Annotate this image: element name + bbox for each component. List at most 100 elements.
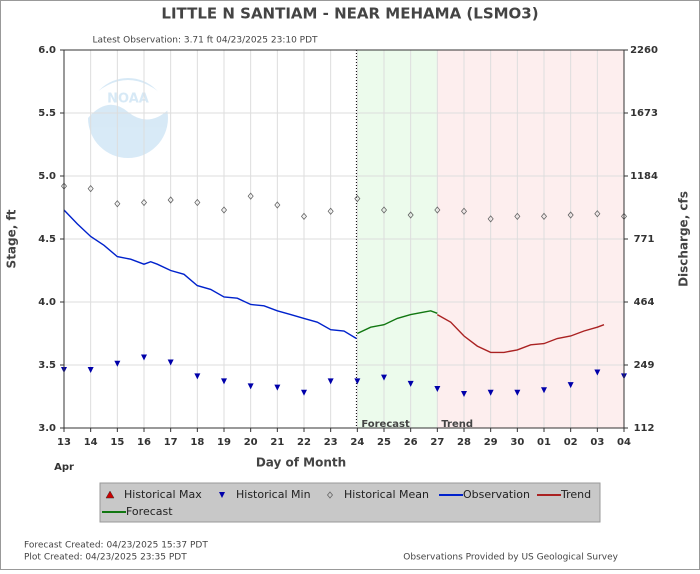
y-tick-label: 4.5 xyxy=(38,234,56,245)
min-marker xyxy=(194,373,201,380)
min-marker xyxy=(301,389,307,396)
x-tick-label: 23 xyxy=(324,437,338,448)
mean-marker xyxy=(407,211,414,219)
mean-marker xyxy=(487,215,494,223)
legend-box xyxy=(99,482,601,523)
footer-text: Forecast Created: 04/23/2025 15:37 PDT xyxy=(24,541,208,551)
mean-marker xyxy=(300,212,308,220)
x-tick-label: 19 xyxy=(217,437,231,448)
y2-tick-label: 464 xyxy=(634,297,655,308)
mean-marker xyxy=(194,198,201,207)
mean-marker xyxy=(540,212,548,220)
min-marker xyxy=(541,387,547,394)
min-marker xyxy=(219,492,225,498)
footer-text: Observations Provided by US Geological S… xyxy=(403,553,618,563)
min-marker xyxy=(461,390,467,397)
logo-text: NOAA xyxy=(107,92,149,107)
min-marker xyxy=(407,380,414,387)
x-tick-label: 22 xyxy=(297,437,311,448)
legend-label: Trend xyxy=(560,488,591,501)
noaa-logo: NOAA xyxy=(88,78,168,158)
x-tick-label: 02 xyxy=(564,437,578,448)
min-marker xyxy=(567,382,574,389)
x-tick-label: 27 xyxy=(430,437,444,448)
series-line xyxy=(357,310,438,335)
min-marker xyxy=(514,389,521,396)
x-tick-label: 28 xyxy=(457,437,471,448)
legend-label: Historical Max xyxy=(124,488,202,501)
mean-marker xyxy=(167,196,174,204)
mean-marker xyxy=(354,195,361,203)
series-line xyxy=(436,313,605,354)
min-marker xyxy=(381,374,387,381)
x-tick-label: 25 xyxy=(377,437,391,448)
x-tick-label: 21 xyxy=(270,437,284,448)
x-tick-label: 29 xyxy=(484,437,498,448)
chart-title: LITTLE N SANTIAM - NEAR MEHAMA (LSMO3) xyxy=(161,5,538,23)
mean-marker xyxy=(434,206,441,214)
x-tick-label: 03 xyxy=(590,437,604,448)
x-tick-label: 30 xyxy=(510,437,524,448)
y2-tick-label: 771 xyxy=(634,234,655,245)
x-tick-label: 14 xyxy=(84,437,98,448)
logo-circle xyxy=(88,78,168,158)
min-marker xyxy=(114,360,121,367)
legend-label: Observation xyxy=(463,488,530,501)
mean-marker xyxy=(114,200,121,208)
mean-marker xyxy=(220,206,228,214)
mean-marker xyxy=(87,184,94,193)
mean-marker xyxy=(567,211,574,219)
plot-border xyxy=(63,49,625,429)
x-tick-label: 24 xyxy=(350,437,364,448)
y-tick-label: 3.5 xyxy=(38,360,56,371)
region-label: Trend xyxy=(441,419,473,430)
min-marker xyxy=(221,378,227,385)
y2-tick-label: 249 xyxy=(634,360,655,371)
y-tick-label: 5.0 xyxy=(38,171,56,182)
x-tick-label: 26 xyxy=(404,437,418,448)
legend-label: Forecast xyxy=(126,505,173,518)
y2-tick-label: 1184 xyxy=(630,171,658,182)
mean-marker xyxy=(247,192,254,200)
series-line xyxy=(63,209,357,340)
mean-marker xyxy=(274,201,281,209)
x-axis-label: Day of Month xyxy=(256,456,346,470)
x-tick-label: 01 xyxy=(537,437,551,448)
x-tick-label: 13 xyxy=(57,437,71,448)
x-tick-label: 16 xyxy=(137,437,151,448)
mean-marker xyxy=(514,212,521,220)
min-marker xyxy=(274,384,281,391)
min-marker xyxy=(141,354,147,361)
subtitle: Latest Observation: 3.71 ft 04/23/2025 2… xyxy=(92,36,318,46)
y-tick-label: 4.0 xyxy=(38,297,56,308)
x-tick-label: 04 xyxy=(617,437,631,448)
y-tick-label: 6.0 xyxy=(38,45,56,56)
x-tick-label: 20 xyxy=(244,437,258,448)
y2-tick-label: 112 xyxy=(634,423,655,434)
legend-label: Historical Min xyxy=(236,488,311,501)
logo-wave xyxy=(88,80,168,120)
min-marker xyxy=(247,383,254,390)
y-axis-label: Stage, ft xyxy=(5,209,19,268)
x-tick-label: 15 xyxy=(110,437,124,448)
min-marker xyxy=(167,359,174,366)
legend-label: Historical Mean xyxy=(344,488,429,501)
min-marker xyxy=(594,369,601,376)
y2-tick-label: 1673 xyxy=(630,108,658,119)
y2-axis-label: Discharge, cfs xyxy=(677,191,691,287)
mean-marker xyxy=(327,207,334,215)
mean-marker xyxy=(594,210,601,218)
y-tick-label: 3.0 xyxy=(38,423,56,434)
min-marker xyxy=(87,367,94,374)
y2-tick-label: 2260 xyxy=(630,45,658,56)
min-marker xyxy=(487,389,494,396)
mean-marker xyxy=(140,198,148,207)
min-marker xyxy=(354,378,361,385)
mean-marker xyxy=(460,207,468,215)
mean-marker xyxy=(326,491,334,499)
y-tick-label: 5.5 xyxy=(38,108,56,119)
mean-marker xyxy=(380,206,388,214)
x-tick-label: 17 xyxy=(164,437,178,448)
